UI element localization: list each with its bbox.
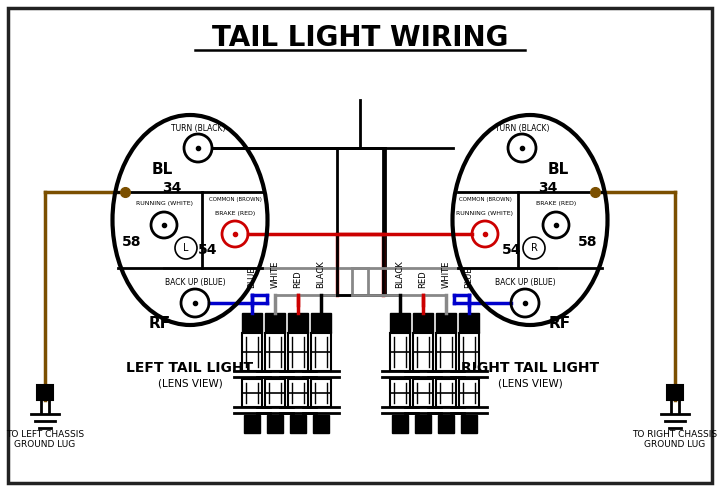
- Bar: [265, 333, 285, 371]
- Bar: [438, 415, 454, 433]
- Bar: [413, 333, 433, 371]
- Text: BL: BL: [547, 163, 569, 178]
- Bar: [37, 385, 53, 400]
- Text: RED: RED: [294, 271, 302, 288]
- Bar: [311, 333, 331, 371]
- Bar: [288, 379, 308, 407]
- Bar: [390, 379, 410, 407]
- Text: RUNNING (WHITE): RUNNING (WHITE): [135, 201, 192, 207]
- Bar: [267, 415, 283, 433]
- Text: LEFT TAIL LIGHT: LEFT TAIL LIGHT: [127, 361, 253, 375]
- Text: BLUE: BLUE: [464, 267, 474, 288]
- Text: BLACK: BLACK: [395, 260, 405, 288]
- Bar: [288, 333, 308, 371]
- Bar: [244, 415, 260, 433]
- Text: (LENS VIEW): (LENS VIEW): [158, 378, 222, 388]
- Bar: [436, 379, 456, 407]
- Bar: [459, 379, 479, 407]
- Text: 34: 34: [539, 181, 558, 195]
- Text: TURN (BLACK): TURN (BLACK): [171, 124, 225, 133]
- Text: RF: RF: [149, 316, 171, 330]
- Text: COMMON (BROWN): COMMON (BROWN): [209, 197, 261, 202]
- Text: R: R: [531, 243, 537, 253]
- Text: WHITE: WHITE: [271, 261, 279, 288]
- Bar: [311, 313, 331, 333]
- Text: BL: BL: [151, 163, 173, 178]
- Bar: [390, 333, 410, 371]
- Bar: [413, 379, 433, 407]
- Bar: [459, 313, 479, 333]
- Text: BRAKE (RED): BRAKE (RED): [536, 201, 576, 207]
- Text: BRAKE (RED): BRAKE (RED): [215, 212, 255, 217]
- Bar: [311, 379, 331, 407]
- Bar: [265, 379, 285, 407]
- Text: RIGHT TAIL LIGHT: RIGHT TAIL LIGHT: [461, 361, 599, 375]
- Text: BACK UP (BLUE): BACK UP (BLUE): [495, 277, 555, 287]
- Bar: [242, 379, 262, 407]
- Text: 58: 58: [578, 235, 598, 249]
- Bar: [288, 313, 308, 333]
- Bar: [436, 333, 456, 371]
- Bar: [242, 313, 262, 333]
- Bar: [290, 415, 306, 433]
- Bar: [461, 415, 477, 433]
- Text: TURN (BLACK): TURN (BLACK): [495, 124, 549, 133]
- Bar: [413, 313, 433, 333]
- Text: 58: 58: [122, 235, 142, 249]
- Text: RED: RED: [418, 271, 428, 288]
- Bar: [667, 385, 683, 400]
- Text: RF: RF: [549, 316, 571, 330]
- Bar: [313, 415, 329, 433]
- Text: 54: 54: [198, 243, 217, 257]
- Bar: [436, 313, 456, 333]
- Text: RUNNING (WHITE): RUNNING (WHITE): [456, 212, 513, 217]
- Text: TO LEFT CHASSIS
GROUND LUG: TO LEFT CHASSIS GROUND LUG: [6, 430, 84, 449]
- Text: 34: 34: [162, 181, 181, 195]
- Text: 54: 54: [503, 243, 522, 257]
- Bar: [265, 313, 285, 333]
- Bar: [459, 333, 479, 371]
- Text: TO RIGHT CHASSIS
GROUND LUG: TO RIGHT CHASSIS GROUND LUG: [632, 430, 718, 449]
- Text: BACK UP (BLUE): BACK UP (BLUE): [165, 277, 225, 287]
- Bar: [390, 313, 410, 333]
- Bar: [242, 333, 262, 371]
- Bar: [415, 415, 431, 433]
- Text: L: L: [184, 243, 189, 253]
- Text: COMMON (BROWN): COMMON (BROWN): [459, 197, 511, 202]
- Text: TAIL LIGHT WIRING: TAIL LIGHT WIRING: [212, 24, 508, 52]
- Text: WHITE: WHITE: [441, 261, 451, 288]
- Text: BLACK: BLACK: [317, 260, 325, 288]
- Text: BLUE: BLUE: [248, 267, 256, 288]
- Text: (LENS VIEW): (LENS VIEW): [498, 378, 562, 388]
- Bar: [392, 415, 408, 433]
